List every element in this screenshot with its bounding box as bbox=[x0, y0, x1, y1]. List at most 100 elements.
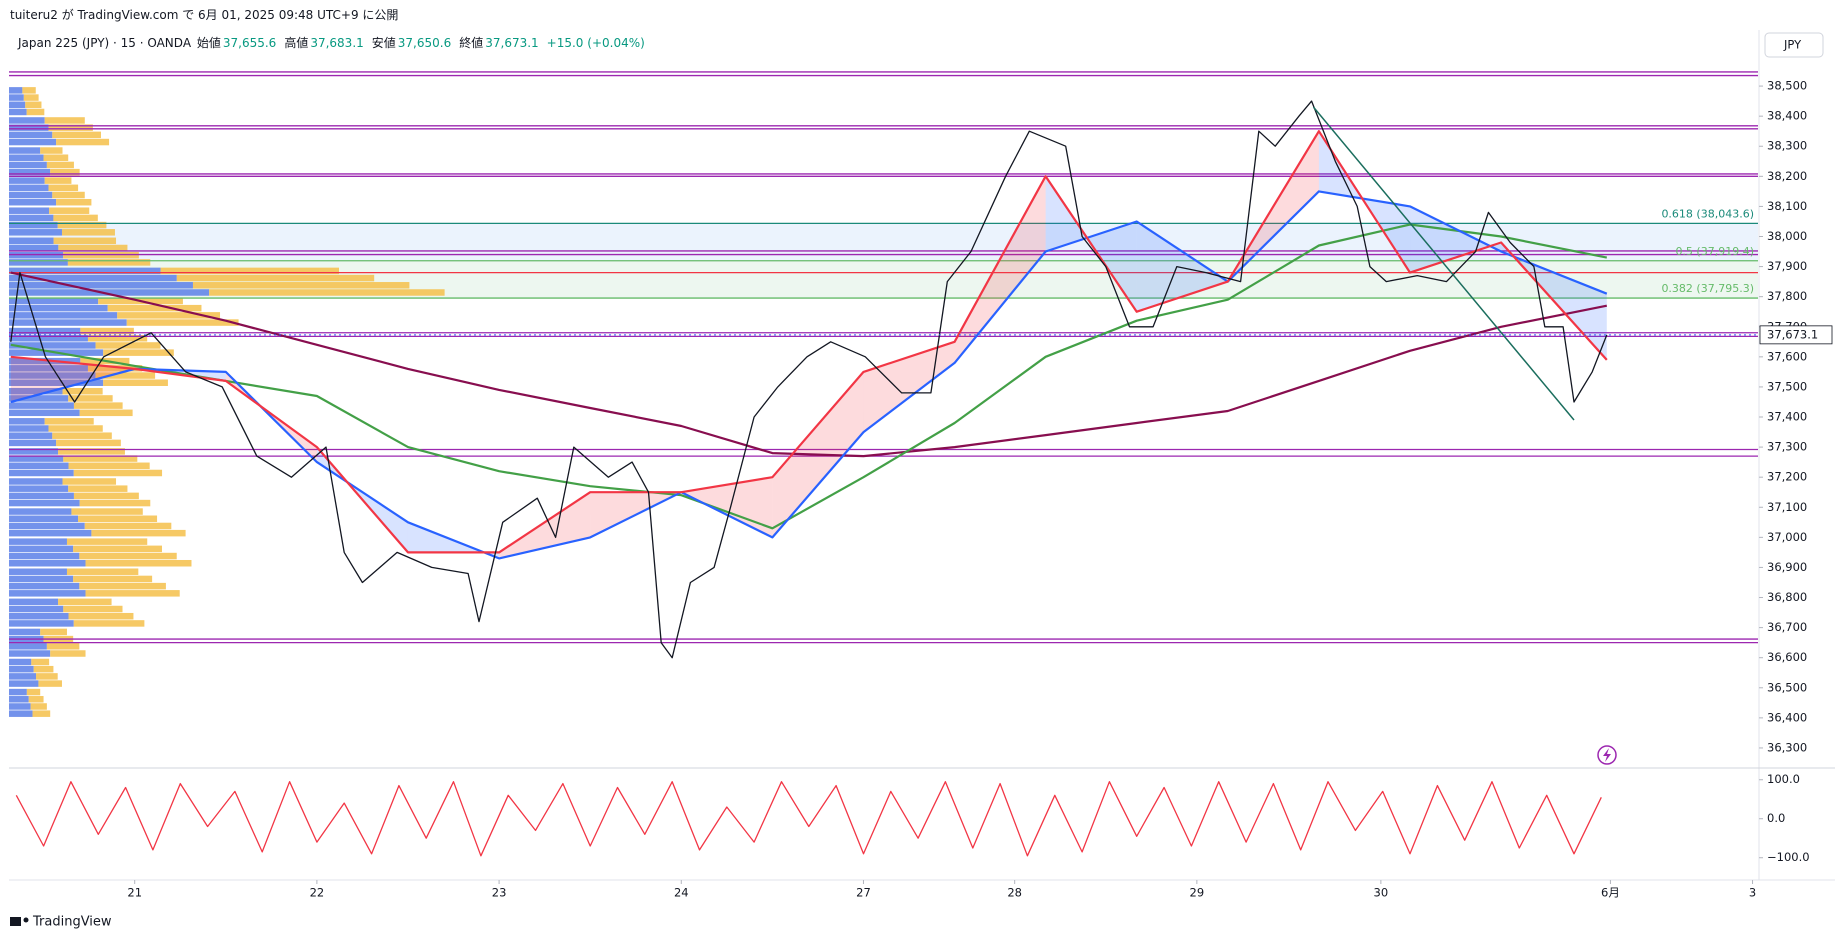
volume-down bbox=[30, 703, 47, 710]
y-tick-label: 36,400 bbox=[1767, 710, 1807, 724]
volume-up bbox=[9, 418, 45, 425]
osc-y-tick-label: −100.0 bbox=[1767, 850, 1810, 864]
volume-down bbox=[63, 455, 138, 462]
volume-up bbox=[9, 161, 47, 169]
y-tick-label: 37,200 bbox=[1767, 470, 1807, 484]
x-tick-label: 24 bbox=[674, 886, 689, 900]
x-tick-label: 21 bbox=[127, 886, 142, 900]
volume-down bbox=[28, 696, 44, 703]
volume-up bbox=[9, 529, 92, 537]
volume-down bbox=[33, 665, 54, 673]
fib-label: 0.382 (37,795.3) bbox=[1661, 282, 1754, 295]
y-tick-label: 37,500 bbox=[1767, 379, 1807, 393]
volume-up bbox=[9, 168, 51, 176]
volume-up bbox=[9, 425, 49, 432]
volume-up bbox=[9, 455, 64, 462]
volume-down bbox=[73, 469, 163, 477]
volume-up bbox=[9, 522, 85, 530]
volume-down bbox=[62, 478, 117, 485]
volume-down bbox=[107, 304, 202, 312]
ma-fill bbox=[10, 356, 135, 402]
volume-down bbox=[66, 568, 139, 575]
volume-down bbox=[68, 485, 128, 492]
volume-up bbox=[9, 499, 80, 507]
indicator-line bbox=[10, 130, 1608, 554]
volume-down bbox=[91, 529, 186, 537]
y-tick-label: 37,800 bbox=[1767, 289, 1807, 303]
y-tick-label: 38,300 bbox=[1767, 139, 1807, 153]
volume-up bbox=[9, 568, 67, 575]
volume-down bbox=[53, 214, 98, 222]
volume-up bbox=[9, 402, 74, 409]
volume-up bbox=[9, 87, 23, 94]
volume-down bbox=[44, 177, 72, 184]
y-tick-label: 37,000 bbox=[1767, 530, 1807, 544]
x-tick-label: 23 bbox=[492, 886, 507, 900]
volume-up bbox=[9, 177, 45, 184]
volume-up bbox=[9, 319, 127, 326]
currency-box[interactable] bbox=[1764, 32, 1824, 58]
volume-up bbox=[9, 643, 47, 650]
currency: JPY bbox=[1783, 38, 1802, 52]
x-tick-label: 22 bbox=[310, 886, 325, 900]
volume-up bbox=[9, 395, 69, 402]
osc-y-tick-label: 100.0 bbox=[1767, 772, 1800, 786]
volume-down bbox=[58, 244, 128, 252]
y-tick-label: 36,600 bbox=[1767, 650, 1807, 664]
volume-down bbox=[117, 312, 221, 319]
volume-down bbox=[48, 124, 93, 131]
y-tick-label: 36,900 bbox=[1767, 560, 1807, 574]
volume-up bbox=[9, 552, 80, 560]
ma-fill bbox=[954, 176, 1046, 363]
fib-label: 0.618 (38,043.6) bbox=[1661, 207, 1754, 220]
ohlc-label: 始値 bbox=[196, 36, 221, 50]
y-tick-label: 36,800 bbox=[1767, 590, 1807, 604]
volume-down bbox=[50, 650, 86, 657]
volume-down bbox=[58, 598, 112, 606]
price-line bbox=[10, 100, 1608, 659]
volume-down bbox=[85, 590, 180, 597]
volume-up bbox=[9, 409, 80, 417]
volume-up bbox=[9, 138, 57, 146]
volume-down bbox=[95, 342, 161, 349]
ohlc-value: 37,655.6 bbox=[222, 36, 277, 50]
volume-up bbox=[9, 515, 79, 523]
alert-bolt bbox=[1603, 748, 1611, 762]
volume-up bbox=[9, 147, 41, 154]
y-tick-label: 36,500 bbox=[1767, 680, 1807, 694]
volume-up bbox=[9, 198, 57, 206]
ma-fill bbox=[681, 477, 773, 538]
volume-down bbox=[73, 575, 153, 583]
y-tick-label: 37,300 bbox=[1767, 440, 1807, 454]
volume-up bbox=[9, 221, 58, 229]
publish-line: tuiteru2 が TradingView.com で 6月 01, 2025… bbox=[10, 8, 399, 22]
volume-down bbox=[46, 643, 80, 650]
volume-down bbox=[61, 229, 115, 236]
volume-down bbox=[95, 372, 156, 379]
brand: TradingView bbox=[32, 915, 112, 930]
volume-down bbox=[73, 492, 139, 500]
volume-up bbox=[9, 365, 88, 372]
x-tick-label: 28 bbox=[1007, 886, 1022, 900]
volume-down bbox=[26, 108, 45, 116]
volume-down bbox=[68, 395, 113, 402]
volume-up bbox=[9, 267, 161, 275]
volume-down bbox=[52, 432, 112, 439]
volume-down bbox=[79, 409, 133, 417]
volume-up bbox=[9, 590, 86, 597]
volume-down bbox=[71, 508, 143, 515]
volume-down bbox=[56, 138, 110, 146]
volume-down bbox=[68, 612, 134, 620]
ohlc-label: 終値 bbox=[459, 36, 484, 50]
volume-down bbox=[48, 184, 79, 192]
volume-down bbox=[48, 425, 103, 432]
ohlc-label: 安値 bbox=[371, 36, 396, 50]
volume-down bbox=[176, 274, 375, 282]
last-price-tag bbox=[1759, 325, 1833, 345]
volume-up bbox=[9, 124, 49, 131]
volume-down bbox=[40, 628, 67, 636]
volume-down bbox=[25, 101, 42, 109]
volume-up bbox=[9, 696, 29, 703]
volume-down bbox=[49, 207, 90, 214]
volume-up bbox=[9, 605, 64, 613]
